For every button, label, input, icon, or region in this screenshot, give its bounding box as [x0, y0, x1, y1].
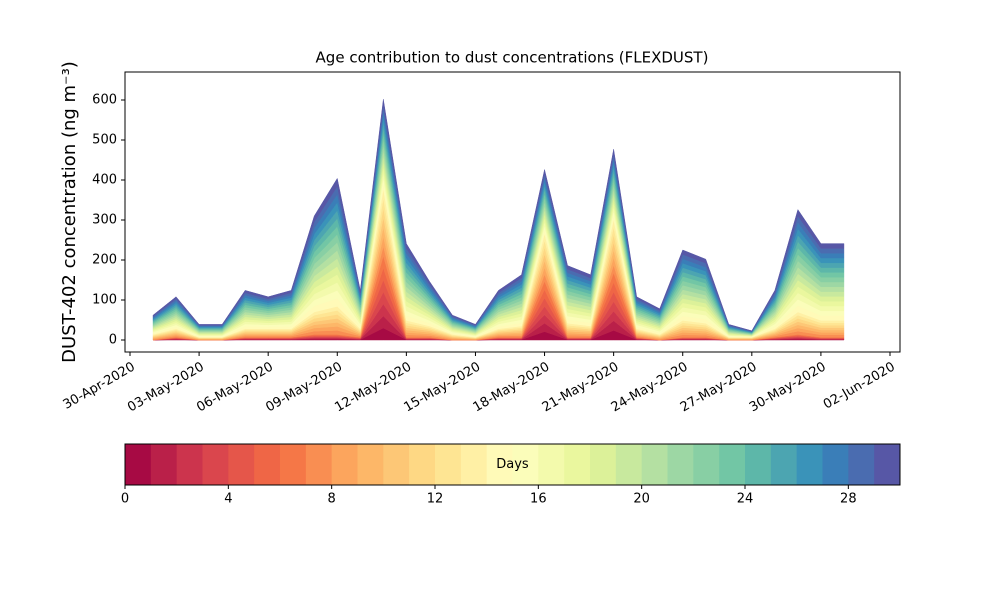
colorbar-cell: [564, 444, 591, 485]
x-tick-label: 15-May-2020: [402, 360, 484, 416]
x-tick-label: 02-Jun-2020: [821, 360, 898, 413]
area-layer: [152, 99, 845, 332]
x-tick-label: 03-May-2020: [125, 360, 207, 416]
colorbar-cell: [693, 444, 720, 485]
colorbar-tick-label: 0: [121, 492, 129, 507]
colorbar-cell: [435, 444, 462, 485]
colorbar-cell: [486, 444, 513, 485]
plot-frame: [124, 71, 901, 353]
colorbar-tick-label: 16: [530, 492, 547, 507]
colorbar-label: Days: [496, 457, 529, 472]
colorbar-tick-label: 12: [427, 492, 444, 507]
colorbar-cell: [667, 444, 694, 485]
colorbar-cell: [770, 444, 798, 485]
colorbar-tick-label: 8: [328, 492, 336, 507]
y-tick-label: 500: [92, 133, 117, 148]
colorbar-cell: [125, 444, 152, 485]
colorbar-cell: [228, 444, 255, 485]
colorbar-cell: [383, 444, 410, 485]
colorbar-tick-label: 24: [737, 492, 754, 507]
y-axis-label: DUST-402 concentration (ng m⁻³): [59, 61, 80, 363]
y-tick-label: 400: [92, 173, 117, 188]
colorbar-cell: [305, 444, 333, 485]
colorbar-cell: [796, 444, 823, 485]
x-tick-label: 18-May-2020: [471, 360, 553, 416]
colorbar-cell: [874, 444, 901, 485]
colorbar-cell: [848, 444, 875, 485]
x-tick-label: 21-May-2020: [540, 360, 622, 416]
x-tick-label: 30-May-2020: [747, 360, 829, 416]
colorbar-tick-label: 4: [224, 492, 232, 507]
colorbar-cell: [176, 444, 203, 485]
colorbar-cell: [357, 444, 384, 485]
colorbar-cell: [822, 444, 849, 485]
colorbar-cell: [254, 444, 281, 485]
y-tick-label: 300: [92, 213, 117, 228]
colorbar-cell: [719, 444, 746, 485]
colorbar-cell: [409, 444, 436, 485]
colorbar-frame: [124, 443, 901, 486]
colorbar-cell: [615, 444, 643, 485]
colorbar-cell: [512, 444, 539, 485]
colorbar-cell: [331, 444, 358, 485]
colorbar-cell: [280, 444, 307, 485]
y-tick-label: 200: [92, 253, 117, 268]
x-tick-label: 27-May-2020: [678, 360, 760, 416]
x-tick-label: 12-May-2020: [332, 360, 414, 416]
colorbar-tick-label: 20: [633, 492, 650, 507]
colorbar-cell: [538, 444, 565, 485]
y-tick-label: 600: [92, 93, 117, 108]
y-tick-label: 0: [109, 333, 117, 348]
x-tick-label: 24-May-2020: [609, 360, 691, 416]
colorbar-cell: [590, 444, 617, 485]
colorbar-cell: [745, 444, 772, 485]
colorbar-cell: [202, 444, 229, 485]
colorbar-tick-label: 28: [840, 492, 857, 507]
colorbar-cell: [641, 444, 668, 485]
x-tick-label: 06-May-2020: [194, 360, 276, 416]
colorbar-cell: [150, 444, 178, 485]
colorbar-cell: [460, 444, 488, 485]
y-tick-label: 100: [92, 293, 117, 308]
chart-title: Age contribution to dust concentrations …: [316, 49, 709, 67]
x-tick-label: 09-May-2020: [263, 360, 345, 416]
